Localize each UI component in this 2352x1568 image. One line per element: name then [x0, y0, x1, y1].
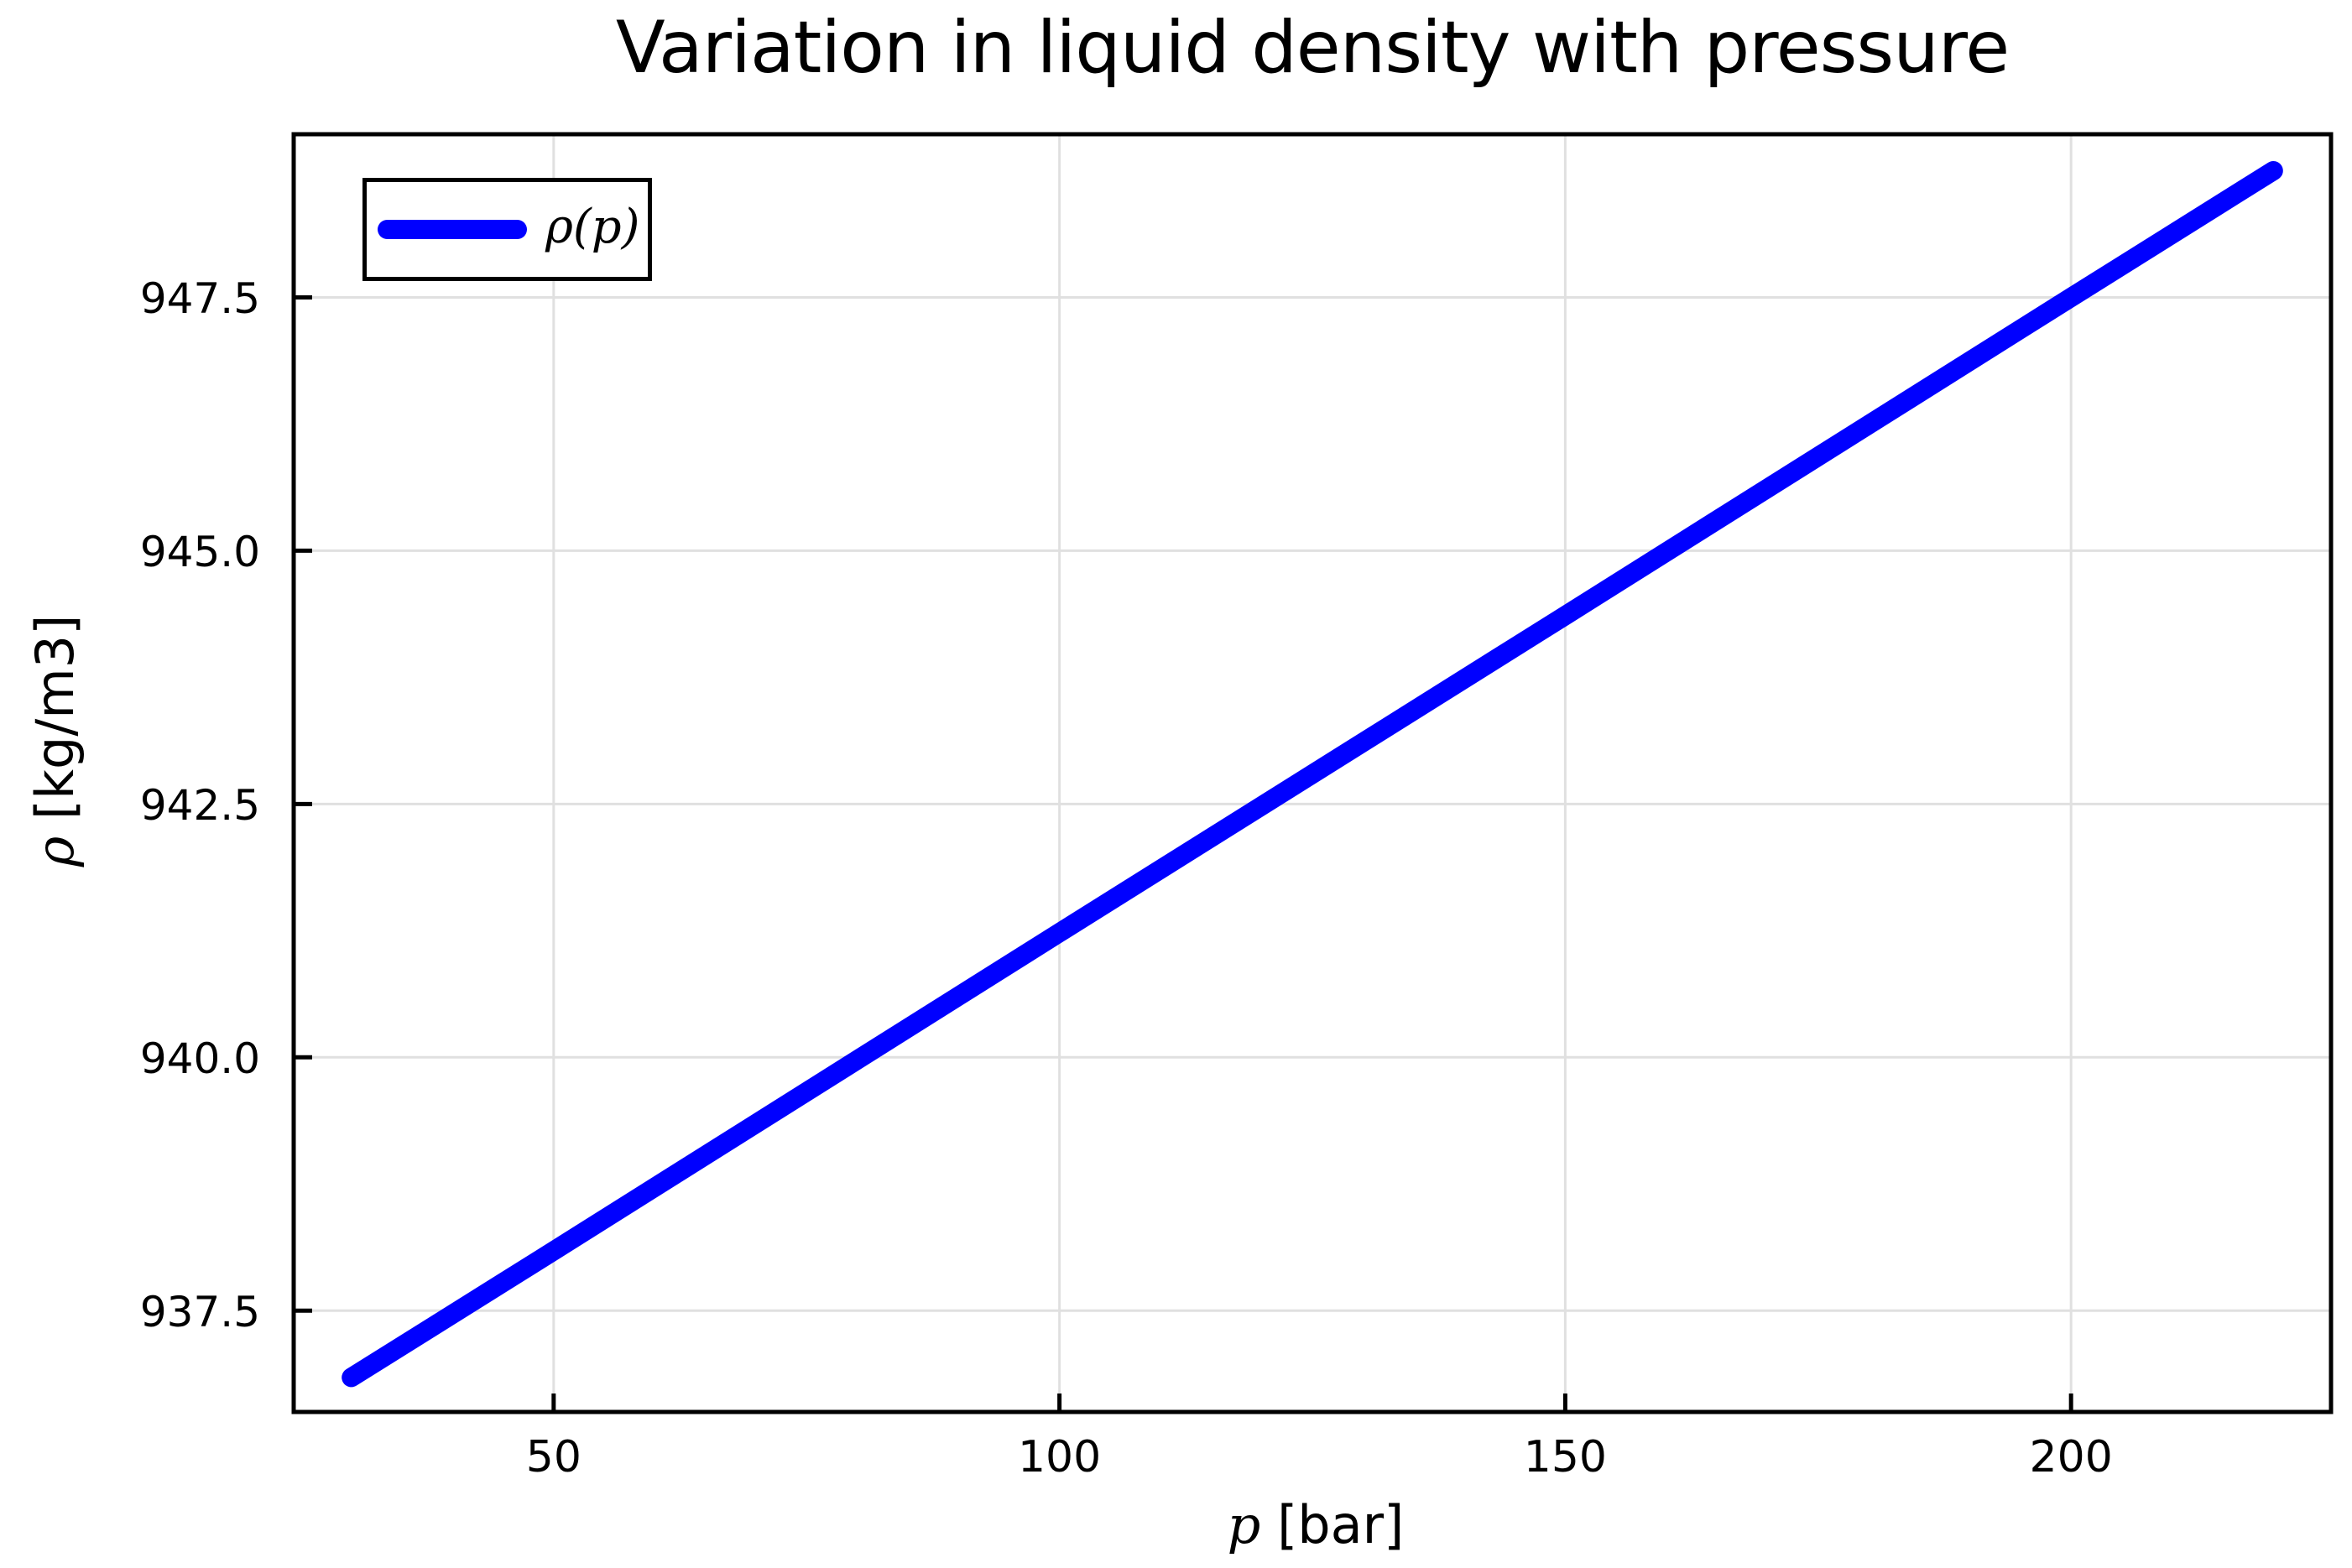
x-axis-symbol: p — [1227, 1494, 1261, 1555]
x-tick-label: 200 — [2029, 1432, 2113, 1482]
plot-border — [291, 132, 2334, 1414]
y-tick-label: 947.5 — [139, 274, 260, 324]
y-axis-unit: [kg/m3] — [23, 614, 86, 836]
x-tick-label: 100 — [1017, 1432, 1102, 1482]
y-tick-label: 940.0 — [139, 1034, 260, 1084]
legend: ρ(p) — [362, 178, 652, 281]
chart-title: Variation in liquid density with pressur… — [615, 6, 2010, 90]
x-axis-label: p [bar] — [1227, 1494, 1405, 1555]
x-tick-label: 150 — [1523, 1432, 1608, 1482]
y-tick-label: 942.5 — [139, 781, 260, 831]
y-tick-label: 945.0 — [139, 528, 260, 577]
legend-line-sample — [378, 220, 527, 239]
x-axis-unit: [bar] — [1260, 1494, 1405, 1555]
y-axis-symbol: ρ — [23, 836, 86, 867]
y-tick-label: 937.5 — [139, 1288, 260, 1337]
legend-entry-label: ρ(p) — [545, 199, 640, 254]
y-axis-label: ρ [kg/m3] — [23, 614, 86, 867]
x-tick-label: 50 — [525, 1432, 581, 1482]
data-line — [342, 161, 2283, 1388]
